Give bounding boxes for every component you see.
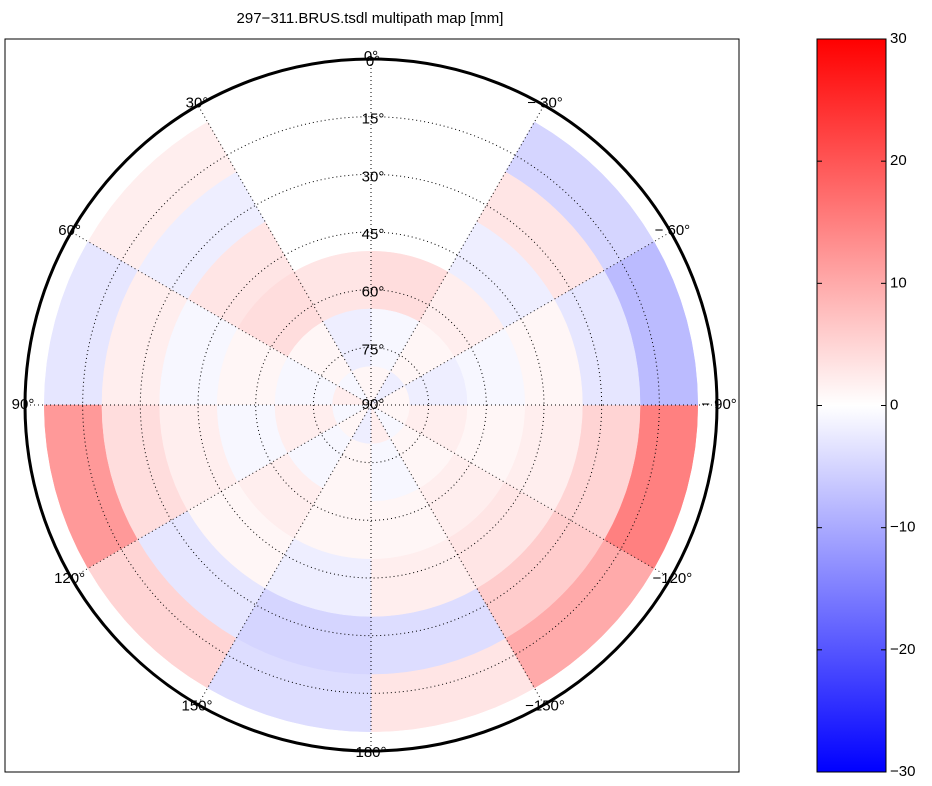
grid-spoke — [71, 404, 372, 579]
grid-spoke — [370, 105, 545, 406]
colorbar-label: −10 — [890, 519, 915, 536]
azimuth-label: − 60° — [655, 222, 691, 239]
colorbar-label: −30 — [890, 763, 915, 780]
azimuth-label: 90° — [12, 396, 35, 413]
colorbar-label: 0 — [890, 396, 898, 413]
elevation-label: 90° — [362, 396, 385, 413]
elevation-label: 45° — [362, 226, 385, 243]
elevation-label: 60° — [362, 284, 385, 301]
azimuth-label: 30° — [186, 95, 209, 112]
azimuth-label: − 90° — [701, 396, 737, 413]
grid-spoke — [197, 404, 372, 705]
azimuth-label: − 30° — [527, 95, 563, 112]
elevation-label: 75° — [362, 341, 385, 358]
azimuth-label: 0° — [364, 48, 378, 65]
azimuth-label: 60° — [58, 222, 81, 239]
grid-circle — [312, 346, 430, 464]
elevation-label: 30° — [362, 168, 385, 185]
grid-spoke — [370, 404, 545, 705]
colorbar — [816, 38, 887, 773]
colorbar-label: 30 — [890, 30, 907, 47]
azimuth-label: −150° — [525, 697, 565, 714]
azimuth-label: 180° — [355, 744, 386, 761]
elevation-label: 15° — [362, 111, 385, 128]
grid-spoke — [197, 105, 372, 406]
chart-title: 297−311.BRUS.tsdl multipath map [mm] — [237, 10, 504, 27]
elevation-label: 0° — [366, 53, 380, 70]
grid-circle — [255, 289, 487, 521]
azimuth-label: −120° — [652, 570, 692, 587]
colorbar-label: 20 — [890, 152, 907, 169]
colorbar-label: 10 — [890, 274, 907, 291]
horizon-circle — [23, 57, 719, 753]
grid-circle — [139, 173, 603, 637]
grid-spoke — [370, 231, 671, 406]
grid-spoke — [370, 404, 671, 579]
azimuth-label: 150° — [181, 697, 212, 714]
grid-spoke — [71, 231, 372, 406]
azimuth-label: 120° — [54, 570, 85, 587]
colorbar-label: −20 — [890, 641, 915, 658]
